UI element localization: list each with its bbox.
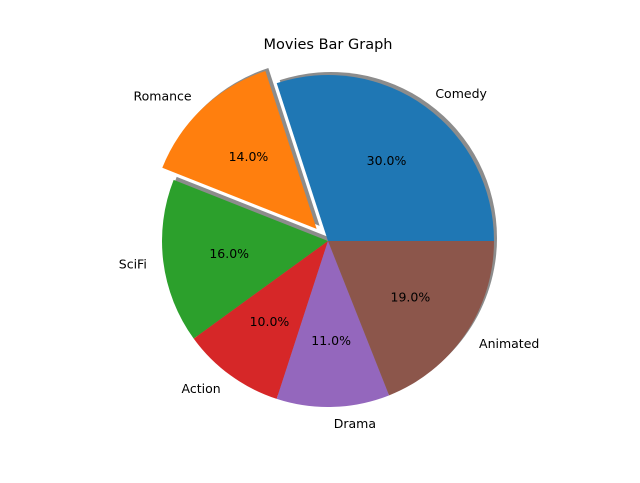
- percent-labels: 30.0% 14.0% 16.0% 10.0% 11.0% 19.0%: [209, 149, 430, 348]
- percent-label-scifi: 16.0%: [209, 246, 249, 261]
- slice-label-romance: Romance: [134, 88, 192, 103]
- slice-labels: Comedy Romance SciFi Action Drama Animated: [119, 86, 540, 431]
- slice-label-scifi: SciFi: [119, 256, 147, 271]
- slices: [162, 71, 494, 407]
- percent-label-comedy: 30.0%: [367, 153, 407, 168]
- slice-label-drama: Drama: [334, 416, 376, 431]
- percent-label-drama: 11.0%: [311, 333, 351, 348]
- slice-label-action: Action: [182, 381, 221, 396]
- percent-label-romance: 14.0%: [229, 149, 269, 164]
- slice-comedy: [276, 74, 494, 241]
- slice-label-animated: Animated: [479, 336, 539, 351]
- percent-label-action: 10.0%: [250, 314, 290, 329]
- slice-scifi: [162, 179, 328, 339]
- percent-label-animated: 19.0%: [391, 289, 431, 304]
- slice-label-comedy: Comedy: [435, 86, 487, 101]
- slice-drama: [276, 241, 390, 407]
- slice-romance: [162, 71, 317, 229]
- slice-animated: [328, 241, 494, 396]
- slice-action: [193, 241, 328, 399]
- chart-title: Movies Bar Graph: [264, 37, 393, 53]
